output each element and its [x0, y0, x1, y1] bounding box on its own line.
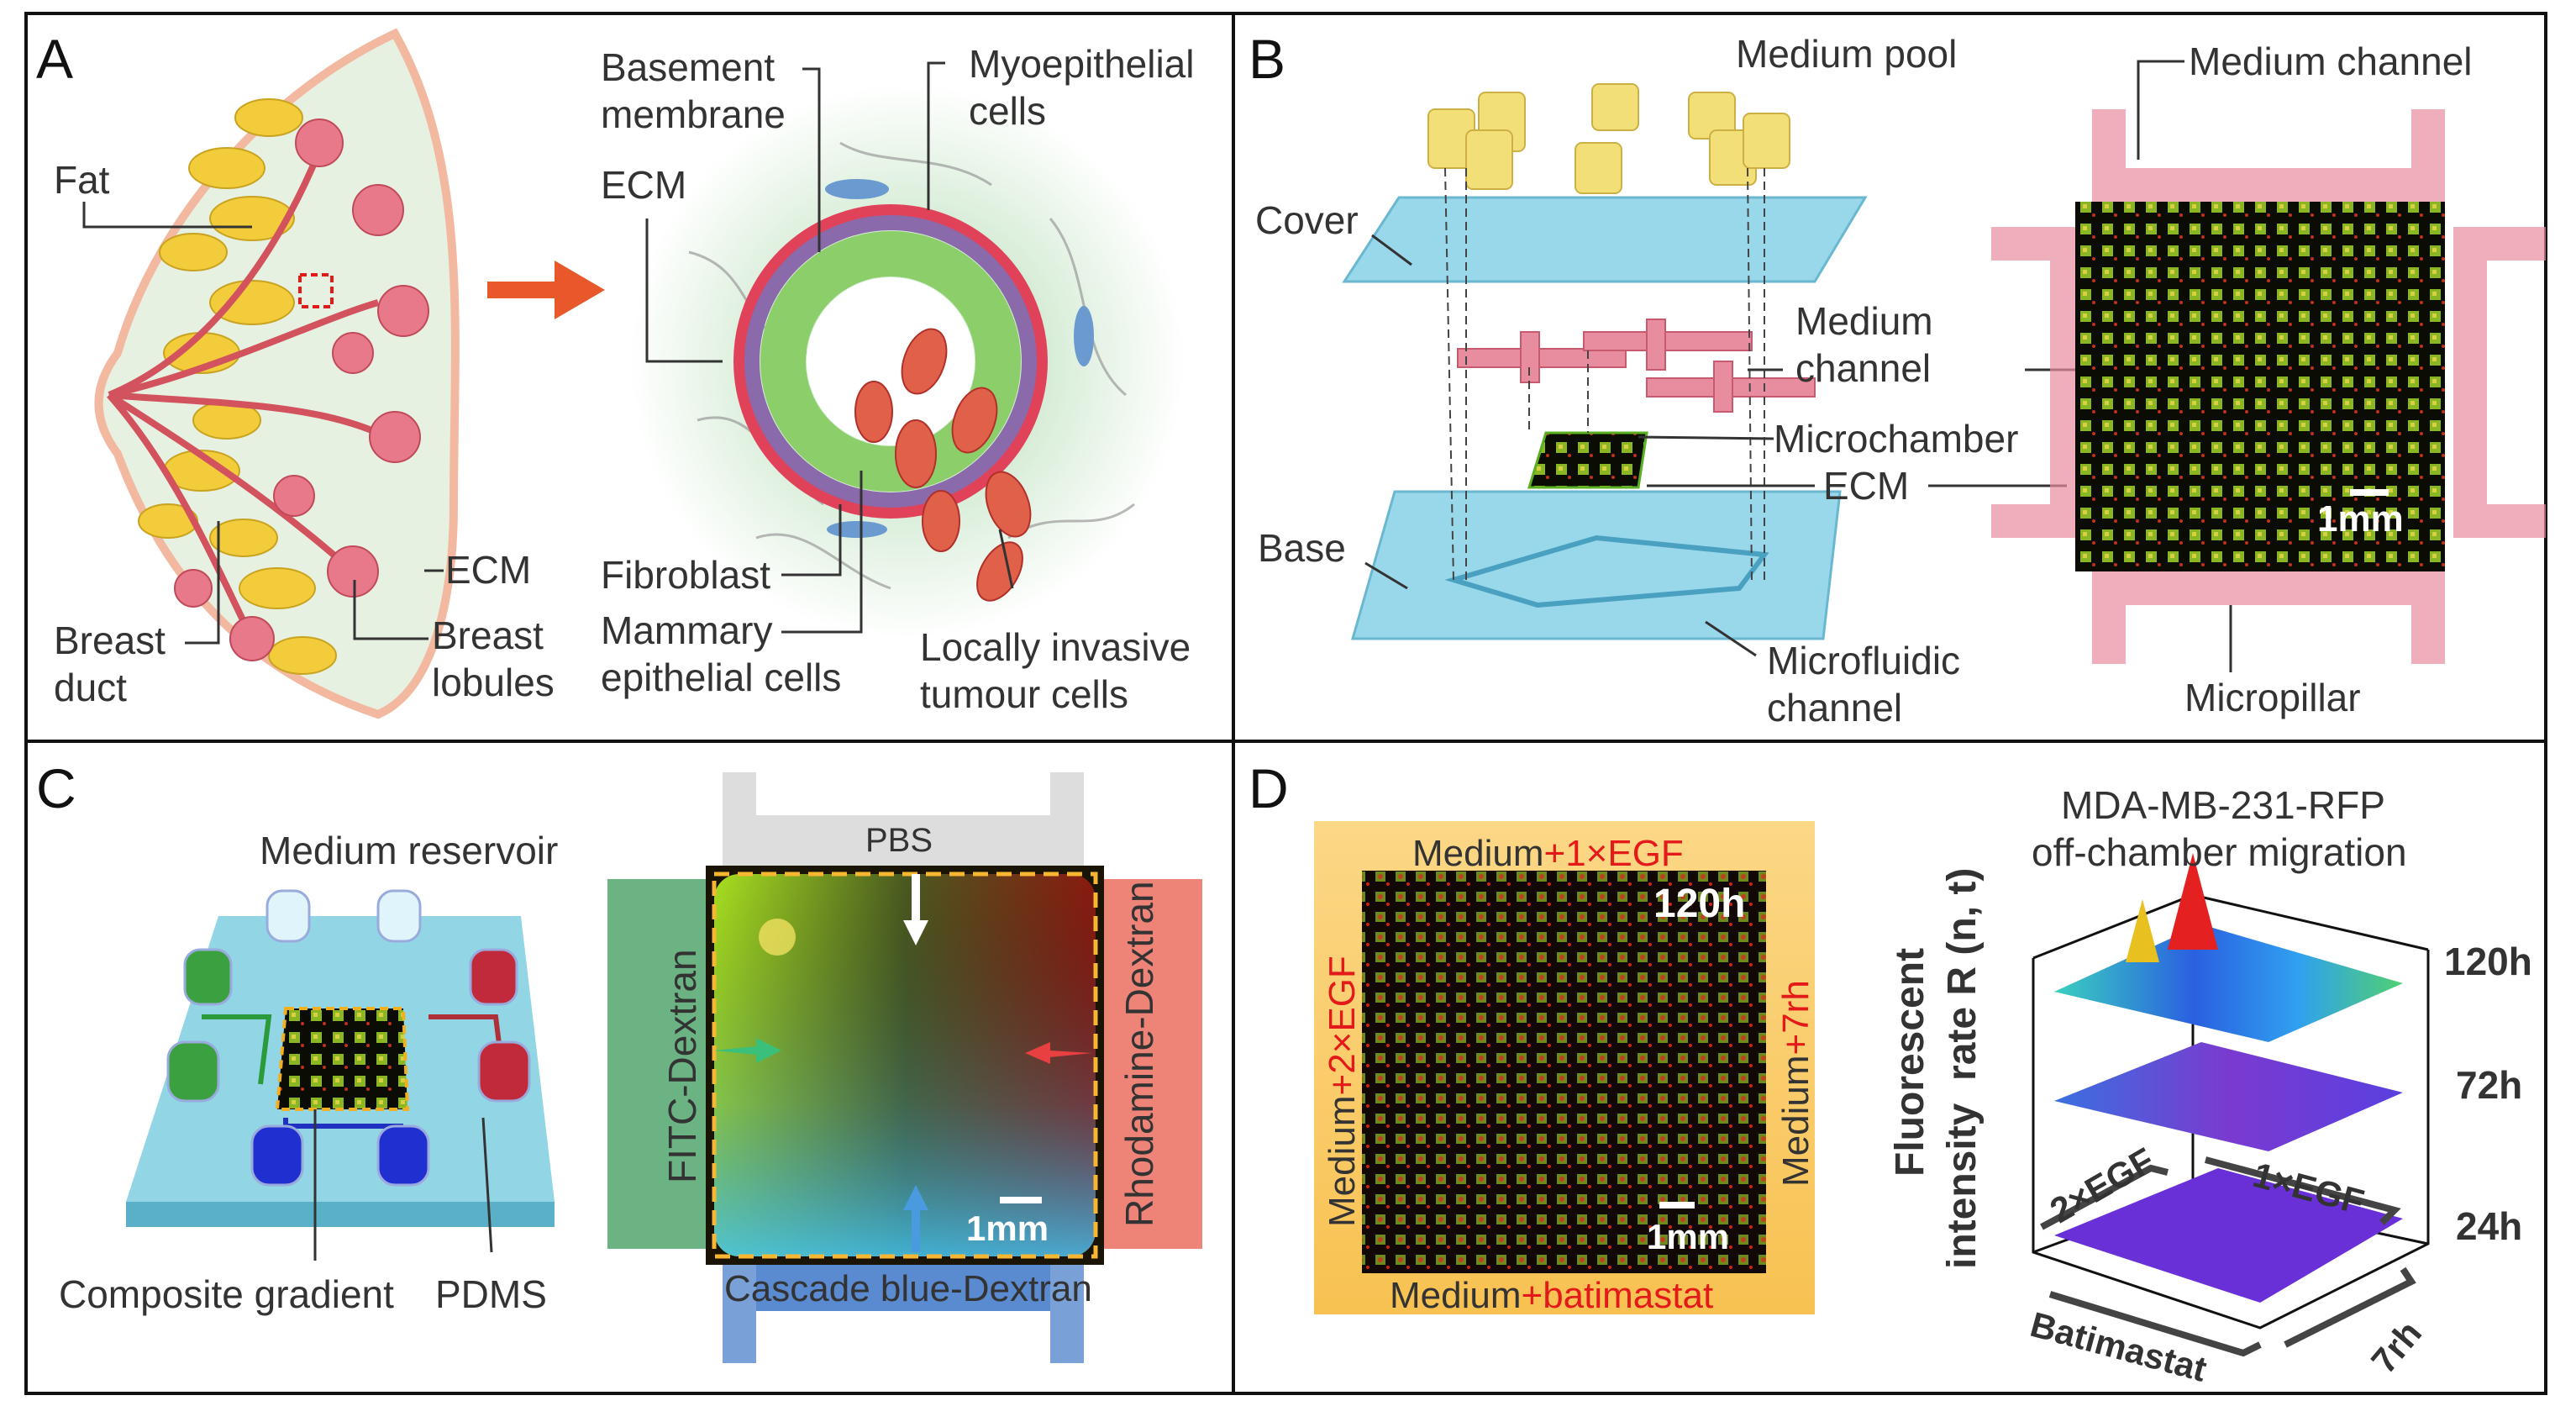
plot-title-line2: off-chamber migration: [2032, 830, 2407, 874]
panel-letter-d: D: [1249, 757, 1289, 819]
label-tumour-cells: Locally invasive tumour cells: [920, 625, 1191, 716]
gradient-chip-3d: [126, 889, 555, 1261]
duct-cross-section: [630, 84, 1185, 639]
surface-24h: [2054, 1168, 2403, 1303]
label-micropillar: Micropillar: [2184, 676, 2361, 719]
scale-bar: [2350, 489, 2389, 496]
plot-title-line1: MDA-MB-231-RFP: [2061, 783, 2385, 827]
label-rhodamine-dextran: Rhodamine-Dextran: [1117, 881, 1161, 1227]
red-arrow: [487, 261, 605, 319]
label-medium-7rh: Medium+7rh: [1773, 980, 1820, 1187]
micropillar-array-image: [1991, 109, 2546, 664]
label-medium-batimastat: Medium+batimastat: [1390, 1272, 1713, 1319]
label-breast-duct: Breast duct: [54, 619, 166, 709]
chamber-migration-image: [1314, 821, 1815, 1314]
panel-a-leader-lines: [82, 61, 1014, 645]
label-medium-channel: Medium channel: [1795, 299, 1933, 390]
panel-borders: [24, 12, 2547, 1395]
label-fibroblast: Fibroblast: [601, 553, 770, 597]
label-cascade-blue-dextran: Cascade blue-Dextran: [724, 1268, 1092, 1309]
surface-plot: [2032, 853, 2430, 1357]
label-medium-channel-top: Medium channel: [2189, 39, 2473, 83]
chip-exploded-view: [1342, 83, 1868, 640]
layer-label-24h: 24h: [2456, 1204, 2523, 1248]
panel-letter-a: A: [36, 28, 74, 90]
label-7rh: +7rh: [1775, 980, 1816, 1056]
label-base: Base: [1258, 526, 1346, 570]
panel-letter-b: B: [1249, 28, 1286, 90]
label-fat: Fat: [54, 158, 110, 202]
label-ecm-top: ECM: [601, 163, 687, 207]
surface-72h: [2054, 1042, 2403, 1151]
label-batimastat: +batimastat: [1521, 1275, 1714, 1316]
medium-pool-cylinders: [1427, 83, 1790, 194]
fluorescent-gradient-image: [607, 772, 1202, 1363]
layer-label-120h: 120h: [2444, 940, 2532, 983]
surface-120h: [2054, 924, 2403, 1042]
label-composite-gradient: Composite gradient: [59, 1272, 394, 1316]
label-ecm-chip: ECM: [1823, 464, 1910, 508]
label-1x-egf: +1×EGF: [1543, 833, 1684, 874]
breast-illustration: [94, 28, 460, 719]
time-label: 120h: [1653, 882, 1746, 926]
label-medium: Medium: [1322, 1095, 1363, 1228]
label-pbs: PBS: [865, 822, 933, 859]
surface-120h-peak: [2168, 853, 2218, 950]
scale-label-c: 1mm: [966, 1209, 1049, 1248]
label-2x-egf: +2×EGF: [1322, 956, 1363, 1096]
y-axis-label-line1: Fluorescent: [1888, 947, 1932, 1177]
y-axis-label-line2: intensity rate R (n, t): [1940, 867, 1985, 1269]
label-medium-2x-egf: Medium+2×EGF: [1319, 956, 1366, 1227]
panel-letter-c: C: [36, 757, 76, 819]
label-medium: Medium: [1775, 1055, 1816, 1187]
scale-label-b: 1mm: [2317, 498, 2404, 540]
label-medium: Medium: [1412, 833, 1544, 874]
label-ecm-lobule: ECM: [445, 548, 532, 592]
label-microchamber: Microchamber: [1774, 417, 2019, 461]
microchamber-ecm: [1527, 431, 1648, 489]
label-medium-reservoir: Medium reservoir: [260, 829, 559, 872]
cover-layer: [1342, 196, 1868, 283]
label-mammary-epithelial-cells: Mammary epithelial cells: [601, 608, 842, 699]
label-medium: Medium: [1390, 1275, 1522, 1316]
label-pdms: PDMS: [435, 1272, 547, 1316]
base-layer: [1351, 490, 1842, 640]
label-medium-1x-egf: Medium+1×EGF: [1412, 830, 1684, 877]
panel-b-leader-lines: [1364, 60, 2232, 672]
label-myoepithelial-cells: Myoepithelial cells: [969, 42, 1195, 133]
label-medium-pool: Medium pool: [1736, 32, 1958, 76]
label-fitc-dextran: FITC-Dextran: [660, 949, 704, 1183]
label-breast-lobules: Breast lobules: [432, 613, 555, 704]
layer-label-72h: 72h: [2456, 1063, 2523, 1107]
label-microfluidic-channel: Microfluidic channel: [1767, 639, 1961, 729]
scale-bar: [1659, 1202, 1695, 1209]
scale-label-d: 1mm: [1647, 1217, 1730, 1256]
medium-channel-layer: [1457, 319, 1816, 413]
label-cover: Cover: [1255, 198, 1359, 242]
label-basement-membrane: Basement membrane: [601, 45, 786, 136]
scale-bar: [1000, 1197, 1042, 1203]
